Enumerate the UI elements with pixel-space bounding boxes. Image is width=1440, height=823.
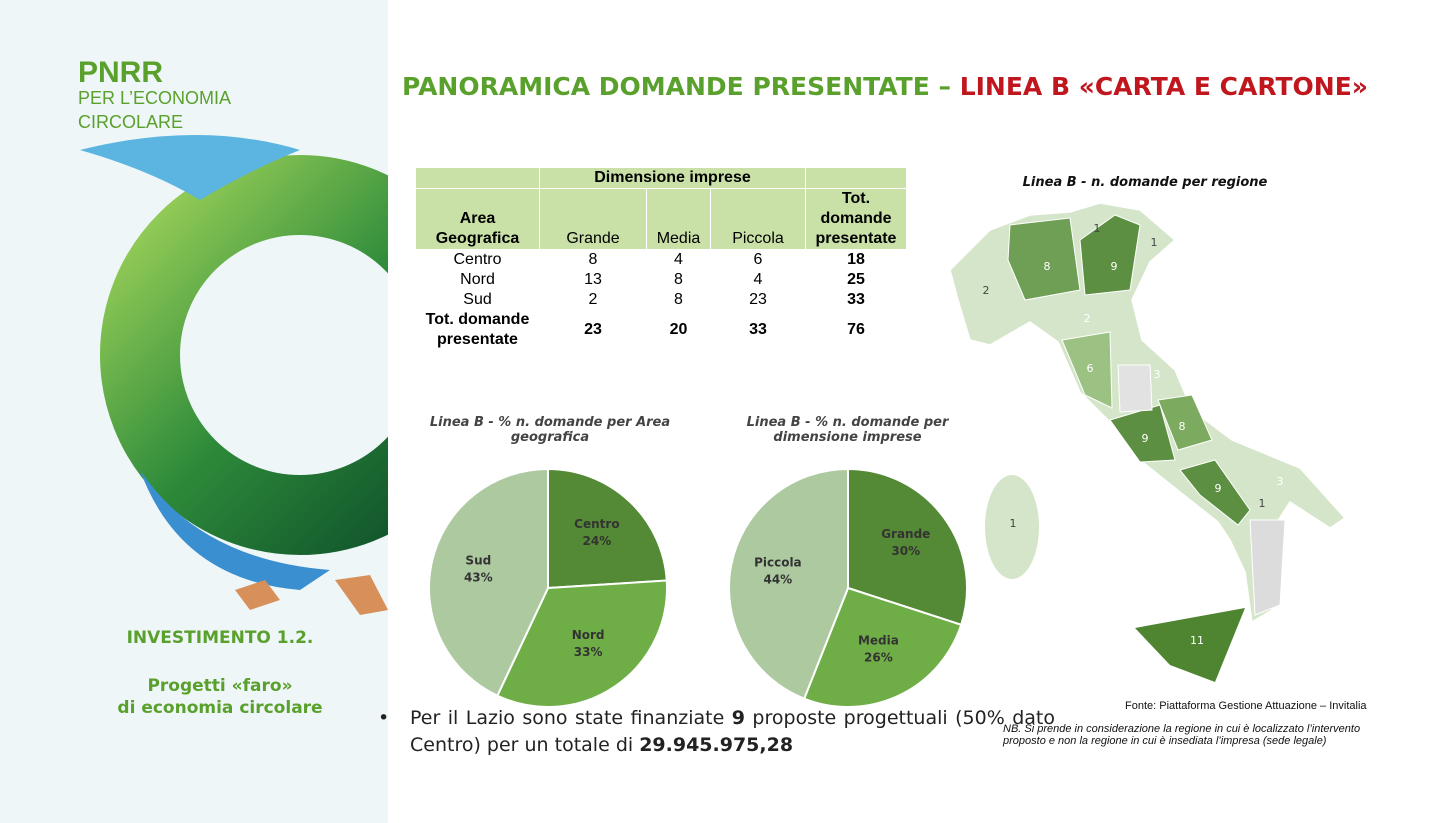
slice-value: 26% (864, 651, 893, 665)
column-header: Tot. domande presentate (805, 188, 907, 250)
region-count: 1 (1094, 222, 1101, 235)
region-count: 2 (983, 284, 990, 297)
region-count: 6 (1087, 362, 1094, 375)
header-row: Area Geografica Grande Media Piccola Tot. do… (415, 188, 907, 250)
region-count: 9 (1142, 432, 1149, 445)
source: Fonte: Piattaforma Gestione Attuazione –… (1125, 700, 1367, 712)
cell: Nord (460, 271, 495, 288)
bullet-text: proposte progettuali (50% dato Centro) p… (410, 707, 1055, 756)
slice-label: Sud (465, 553, 491, 567)
wave (140, 470, 330, 590)
project: Progetti «faro» (147, 676, 293, 696)
region-count: 3 (1277, 475, 1284, 488)
row: Centro 8 4 6 18 (416, 250, 907, 271)
column-header: Media (646, 188, 711, 250)
title: PANORAMICA DOMANDE PRESENTATE – LINEA B … (390, 72, 1380, 101)
cell: 33 (847, 291, 865, 308)
side-panel (0, 0, 388, 823)
slice-label: Piccola (754, 556, 802, 570)
pie-title: Linea B - % n. domande per Area geografi… (429, 415, 671, 445)
map-title: Linea B - n. domande per regione (1022, 175, 1268, 190)
cell: 2 (588, 291, 598, 308)
column-header: Piccola (710, 188, 806, 250)
region-count: 9 (1215, 482, 1222, 495)
bullet-text: 29.945.975,28 (639, 734, 794, 756)
slice-label: Nord (572, 628, 605, 642)
region-count: 1 (1259, 497, 1266, 510)
region-count: 1 (1010, 517, 1017, 530)
region-count: 9 (1111, 260, 1118, 273)
cell: 33 (749, 321, 767, 338)
pie-slice (428, 467, 549, 698)
bullet-text: 9 (731, 707, 745, 729)
column-header: Area Geografica (415, 188, 540, 250)
row: Tot. domande presentate 23 20 33 76 (416, 310, 907, 350)
pie-slice (496, 579, 668, 708)
bullet-text: Per il Lazio sono state finanziate (410, 707, 732, 729)
pie-slice (728, 467, 849, 700)
region-count: 11 (1190, 634, 1204, 647)
wave (80, 135, 300, 200)
region-count: 2 (1084, 312, 1091, 325)
cell (805, 167, 907, 189)
slice-label: Grande (881, 527, 930, 541)
cell: 8 (674, 271, 683, 288)
investment: INVESTIMENTO 1.2. (126, 628, 314, 648)
cell: Tot. domande presentate (425, 311, 530, 348)
region-count: 8 (1179, 420, 1186, 433)
cell: Sud (463, 291, 492, 308)
cell: 13 (584, 271, 602, 288)
slice-value: 33% (574, 645, 603, 659)
cell: 25 (847, 271, 865, 288)
slice-label: Media (858, 634, 899, 648)
brand-sub: PER L’ECONOMIA (78, 88, 232, 108)
rock (235, 580, 280, 610)
bullet-dot: • (378, 707, 390, 729)
region-count: 8 (1044, 260, 1051, 273)
table: Dimensione imprese Area Geografica Grande M… (415, 167, 907, 350)
title-part: LINEA B «CARTA E CARTONE» (959, 72, 1368, 101)
bullet: • Per il Lazio sono state finanziate 9 pr… (378, 705, 1055, 759)
project: di economia circolare (117, 698, 323, 718)
cell: 23 (584, 321, 602, 338)
title-part: PANORAMICA DOMANDE PRESENTATE – (402, 72, 960, 101)
pie-slice (847, 467, 968, 627)
region-count: 3 (1154, 368, 1161, 381)
cell: 23 (749, 291, 767, 308)
cell: Centro (453, 251, 502, 268)
column-header: Grande (539, 188, 647, 250)
cell: 18 (847, 251, 865, 268)
brand: PNRR (78, 56, 164, 89)
slice-value: 24% (583, 534, 612, 548)
slice-value: 30% (891, 544, 920, 558)
row: Sud 2 8 23 33 (416, 290, 907, 310)
cell: 20 (669, 321, 688, 338)
pie-title: Linea B - % n. domande per dimensione im… (746, 415, 949, 445)
slice-value: 44% (763, 573, 792, 587)
pie-slice (547, 467, 668, 590)
cell: 8 (588, 251, 598, 268)
row: Nord 13 8 4 25 (416, 270, 907, 290)
note: NB. Si prende in considerazione la regio… (1003, 723, 1361, 747)
cell: 6 (753, 251, 763, 268)
header-row: Dimensione imprese (415, 167, 907, 189)
cell: 76 (847, 321, 865, 338)
cell: 8 (674, 291, 683, 308)
map (949, 202, 1347, 682)
decoration (80, 135, 388, 615)
slice-label: Centro (574, 517, 619, 531)
swirl (100, 155, 388, 555)
pie-slice (802, 586, 963, 708)
region-count: 1 (1151, 236, 1158, 249)
cell: 4 (753, 271, 763, 288)
cell: 4 (674, 251, 683, 268)
rock (335, 575, 388, 615)
brand-sub: CIRCOLARE (78, 112, 184, 132)
slice-value: 43% (464, 570, 493, 584)
